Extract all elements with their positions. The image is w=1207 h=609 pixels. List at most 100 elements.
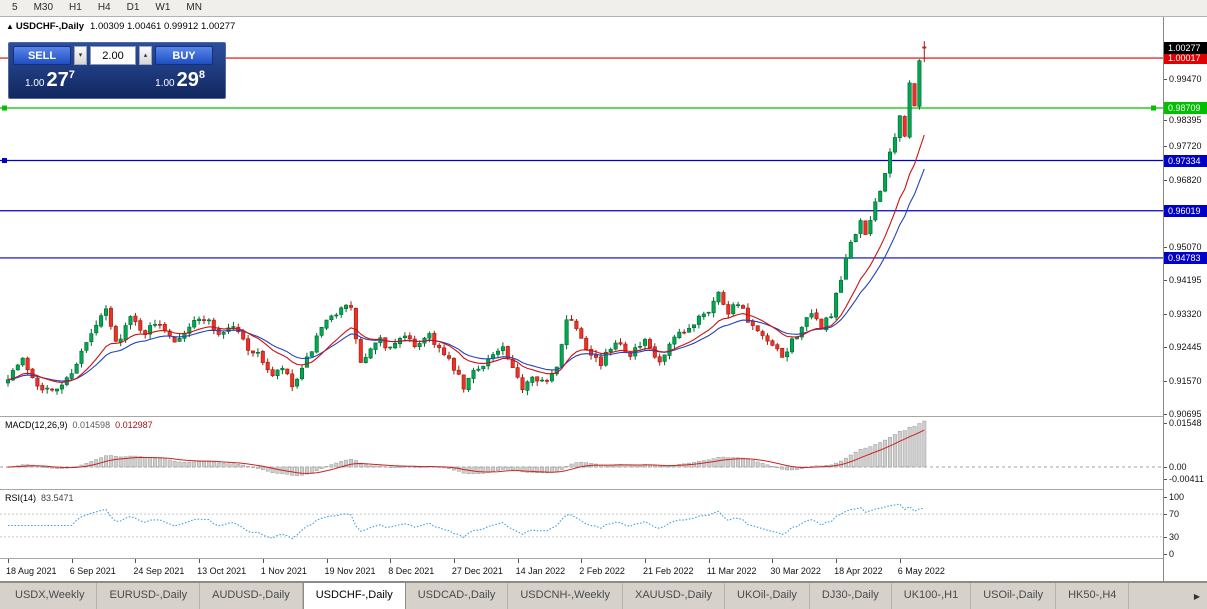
date-axis-label: 19 Nov 2021 bbox=[324, 566, 376, 576]
price-axis-tickmark bbox=[1164, 313, 1167, 315]
timeframe-button-mn[interactable]: MN bbox=[186, 2, 202, 13]
date-axis-label: 11 Mar 2022 bbox=[706, 566, 757, 576]
date-axis-tickmark bbox=[135, 559, 137, 563]
date-axis-tickmark bbox=[390, 559, 392, 563]
date-axis-tickmark bbox=[71, 559, 73, 563]
rsi-axis-label: 100 bbox=[1169, 492, 1185, 502]
pane-separator bbox=[0, 581, 1207, 582]
line-anchor-marker[interactable] bbox=[1151, 105, 1156, 111]
price-axis-label: 0.95070 bbox=[1169, 242, 1202, 252]
price-level-box: 1.00017 bbox=[1164, 52, 1207, 65]
date-axis-label: 8 Dec 2021 bbox=[388, 566, 435, 576]
price-axis-tickmark bbox=[1164, 380, 1167, 382]
volume-decrease-button[interactable]: ▾ bbox=[74, 46, 87, 65]
date-axis-label: 27 Dec 2021 bbox=[451, 566, 503, 576]
buy-price-sup: 8 bbox=[198, 69, 205, 81]
tab-xauusd-daily[interactable]: XAUUSD-,Daily bbox=[623, 583, 726, 609]
line-anchor-marker[interactable] bbox=[2, 105, 7, 111]
price-axis-tickmark bbox=[1164, 280, 1167, 282]
date-axis-label: 14 Jan 2022 bbox=[515, 566, 566, 576]
date-axis-tickmark bbox=[772, 559, 774, 563]
tab-eurusd-daily[interactable]: EURUSD-,Daily bbox=[97, 583, 201, 609]
date-axis-tickmark bbox=[645, 559, 646, 563]
timeframe-button-h4[interactable]: H4 bbox=[97, 2, 111, 13]
tab-hk50-h4[interactable]: HK50-,H4 bbox=[1056, 583, 1130, 609]
timeframe-button-d1[interactable]: D1 bbox=[126, 2, 140, 13]
sell-price-big: 27 bbox=[46, 69, 69, 91]
price-level-box: 0.96019 bbox=[1164, 204, 1207, 217]
date-axis-tickmark bbox=[517, 559, 519, 563]
rsi-axis-label: 30 bbox=[1169, 531, 1180, 542]
tab-audusd-daily[interactable]: AUDUSD-,Daily bbox=[200, 583, 303, 609]
macd-axis-label: 0.01548 bbox=[1169, 417, 1202, 428]
date-axis-tickmark bbox=[8, 559, 9, 563]
ma-fast-line bbox=[7, 134, 925, 383]
macd-indicator-label: MACD(12,26,9) 0.014598 0.012987 bbox=[5, 420, 158, 430]
rsi-indicator-canvas bbox=[0, 490, 1163, 558]
price-axis-tickmark bbox=[1164, 180, 1167, 182]
timeframe-button-m30[interactable]: M30 bbox=[33, 2, 54, 13]
macd-name: MACD(12,26,9) bbox=[5, 420, 68, 430]
macd-axis-tickmark bbox=[1164, 422, 1167, 424]
date-axis-tickmark bbox=[453, 559, 455, 563]
date-axis-label: 18 Aug 2021 bbox=[6, 566, 57, 576]
tab-uk100-h1[interactable]: UK100-,H1 bbox=[892, 583, 972, 609]
rsi-line bbox=[8, 503, 925, 540]
price-level-box: 0.97334 bbox=[1164, 154, 1207, 167]
pane-separator bbox=[0, 558, 1207, 559]
volume-input[interactable] bbox=[90, 46, 136, 65]
buy-price-prefix: 1.00 bbox=[155, 78, 175, 89]
tab-usoil-daily[interactable]: USOil-,Daily bbox=[971, 583, 1057, 609]
timeframe-button-h1[interactable]: H1 bbox=[69, 2, 82, 13]
tab-dj30-daily[interactable]: DJ30-,Daily bbox=[810, 583, 892, 609]
price-axis-tickmark bbox=[1164, 120, 1167, 121]
price-axis-label: 0.99470 bbox=[1169, 74, 1202, 84]
sell-button[interactable]: SELL bbox=[13, 46, 71, 65]
macd-signal-line bbox=[7, 429, 925, 474]
date-axis: 18 Aug 2021 6 Sep 2021 24 Sep 2021 13 Oct 2… bbox=[0, 559, 1163, 581]
tab-scroll-right-button[interactable]: ▶ bbox=[1193, 592, 1201, 601]
volume-increase-button[interactable]: ▴ bbox=[139, 46, 152, 65]
date-axis-tickmark bbox=[262, 559, 264, 563]
rsi-axis-tickmark bbox=[1164, 497, 1167, 498]
date-axis-label: 24 Sep 2021 bbox=[133, 566, 185, 576]
price-axis-label: 0.94195 bbox=[1169, 275, 1202, 286]
sell-price-sup: 7 bbox=[68, 69, 75, 81]
buy-price: 1.00 298 bbox=[155, 67, 205, 97]
tab-usdx-weekly[interactable]: USDX,Weekly bbox=[3, 583, 98, 609]
price-axis-label: 0.90695 bbox=[1169, 409, 1202, 419]
price-level-box: 0.98709 bbox=[1164, 102, 1207, 114]
price-axis-label: 0.93320 bbox=[1169, 308, 1202, 319]
tab-usdcnh-weekly[interactable]: USDCNH-,Weekly bbox=[508, 583, 623, 609]
tab-usdchf-daily[interactable]: USDCHF-,Daily bbox=[302, 583, 406, 609]
timeframe-toolbar: 5 M30 H1 H4 D1 W1 MN bbox=[0, 0, 1207, 17]
tab-usdcad-daily[interactable]: USDCAD-,Daily bbox=[406, 583, 509, 609]
macd-axis-tickmark bbox=[1164, 478, 1167, 480]
chart-symbol-title: USDCHF-,Daily bbox=[15, 21, 85, 32]
macd-axis-label: -0.00411 bbox=[1169, 473, 1204, 484]
sell-price: 1.00 277 bbox=[25, 67, 75, 97]
one-click-collapse-icon[interactable]: ▲ bbox=[6, 22, 14, 31]
price-axis-tickmark bbox=[1164, 145, 1167, 147]
rsi-axis-tickmark bbox=[1164, 536, 1167, 538]
date-axis-tickmark bbox=[199, 559, 201, 563]
price-axis-tickmark bbox=[1164, 79, 1167, 80]
line-anchor-marker[interactable] bbox=[2, 158, 7, 164]
rsi-value: 83.5471 bbox=[41, 493, 74, 503]
chart-tabs-row: USDX,Weekly EURUSD-,Daily AUDUSD-,Daily USD… bbox=[0, 583, 1207, 609]
buy-button[interactable]: BUY bbox=[155, 46, 213, 65]
timeframe-button-5[interactable]: 5 bbox=[12, 2, 18, 13]
rsi-axis-label: 0 bbox=[1169, 549, 1175, 559]
macd-signal-value: 0.012987 bbox=[115, 420, 153, 430]
rsi-axis-tickmark bbox=[1164, 554, 1167, 555]
price-axis-tickmark bbox=[1164, 347, 1167, 349]
date-axis-label: 6 Sep 2021 bbox=[69, 566, 116, 576]
sell-price-prefix: 1.00 bbox=[25, 78, 45, 89]
buy-price-big: 29 bbox=[176, 69, 199, 91]
one-click-top-row: SELL ▾ ▴ BUY bbox=[13, 46, 221, 65]
timeframe-button-w1[interactable]: W1 bbox=[155, 2, 171, 13]
price-axis-label: 0.91570 bbox=[1169, 375, 1202, 386]
date-axis-tickmark bbox=[708, 559, 710, 563]
tab-ukoil-daily[interactable]: UKOil-,Daily bbox=[725, 583, 810, 609]
